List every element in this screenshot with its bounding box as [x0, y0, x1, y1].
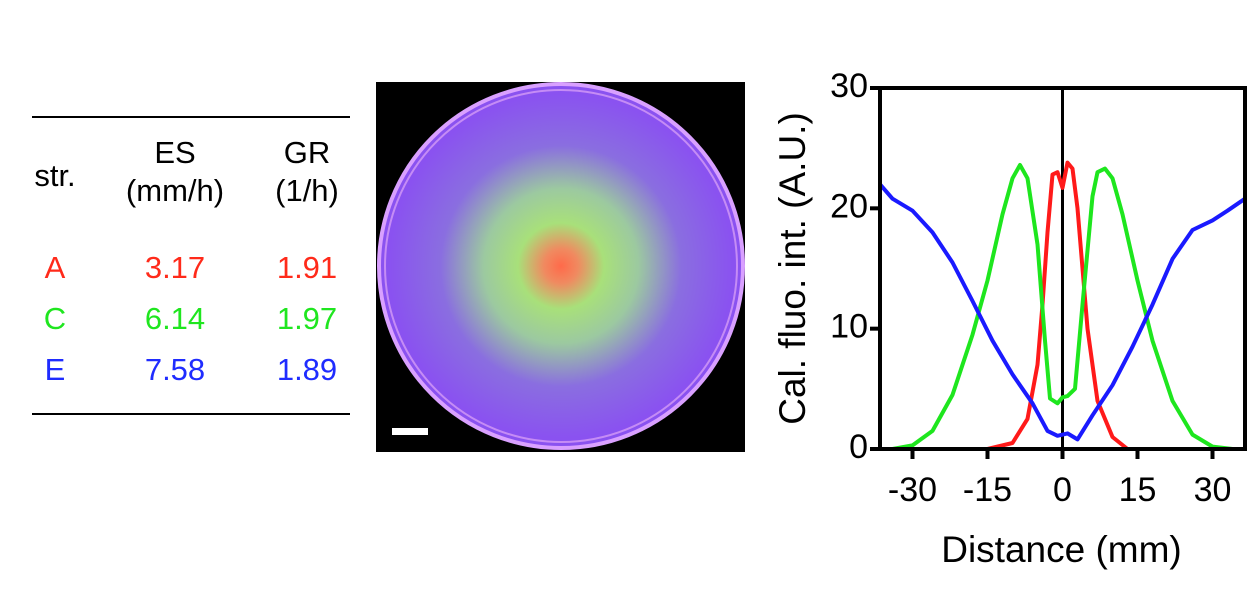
x-tick-label: -30	[888, 471, 937, 509]
table-cell: 1.89	[277, 352, 337, 387]
table-cell: C	[44, 301, 66, 336]
table-cell: E	[45, 352, 66, 387]
colony	[389, 94, 733, 438]
table-cell: 1.97	[277, 301, 337, 336]
table-header: ES	[154, 135, 195, 170]
y-tick-label: 20	[830, 187, 868, 225]
series-line	[892, 163, 1233, 451]
scale-bar	[392, 428, 428, 435]
x-tick-label: -15	[963, 471, 1012, 509]
x-tick-label: 15	[1119, 471, 1157, 509]
series-line	[987, 160, 1129, 451]
table-header: (1/h)	[275, 173, 339, 208]
plot-frame	[878, 86, 1247, 451]
table-header: GR	[284, 135, 331, 170]
table-cell: A	[45, 250, 66, 285]
table-cell: 3.17	[145, 250, 205, 285]
table-cell: 6.14	[145, 301, 205, 336]
y-tick-label: 30	[830, 67, 868, 105]
y-axis-title: Cal. fluo. int. (A.U.)	[772, 112, 813, 425]
x-axis-title: Distance (mm)	[941, 529, 1182, 570]
table-header: str.	[34, 158, 75, 193]
y-tick-label: 10	[830, 308, 868, 346]
series-line	[878, 182, 1247, 442]
y-tick-label: 0	[849, 428, 868, 466]
table-header: (mm/h)	[126, 173, 224, 208]
plate-rim	[384, 89, 738, 443]
plate-image	[376, 82, 745, 452]
x-tick-label: 30	[1194, 471, 1232, 509]
table-cell: 7.58	[145, 352, 205, 387]
table-cell: 1.91	[277, 250, 337, 285]
x-tick-label: 0	[1053, 471, 1072, 509]
